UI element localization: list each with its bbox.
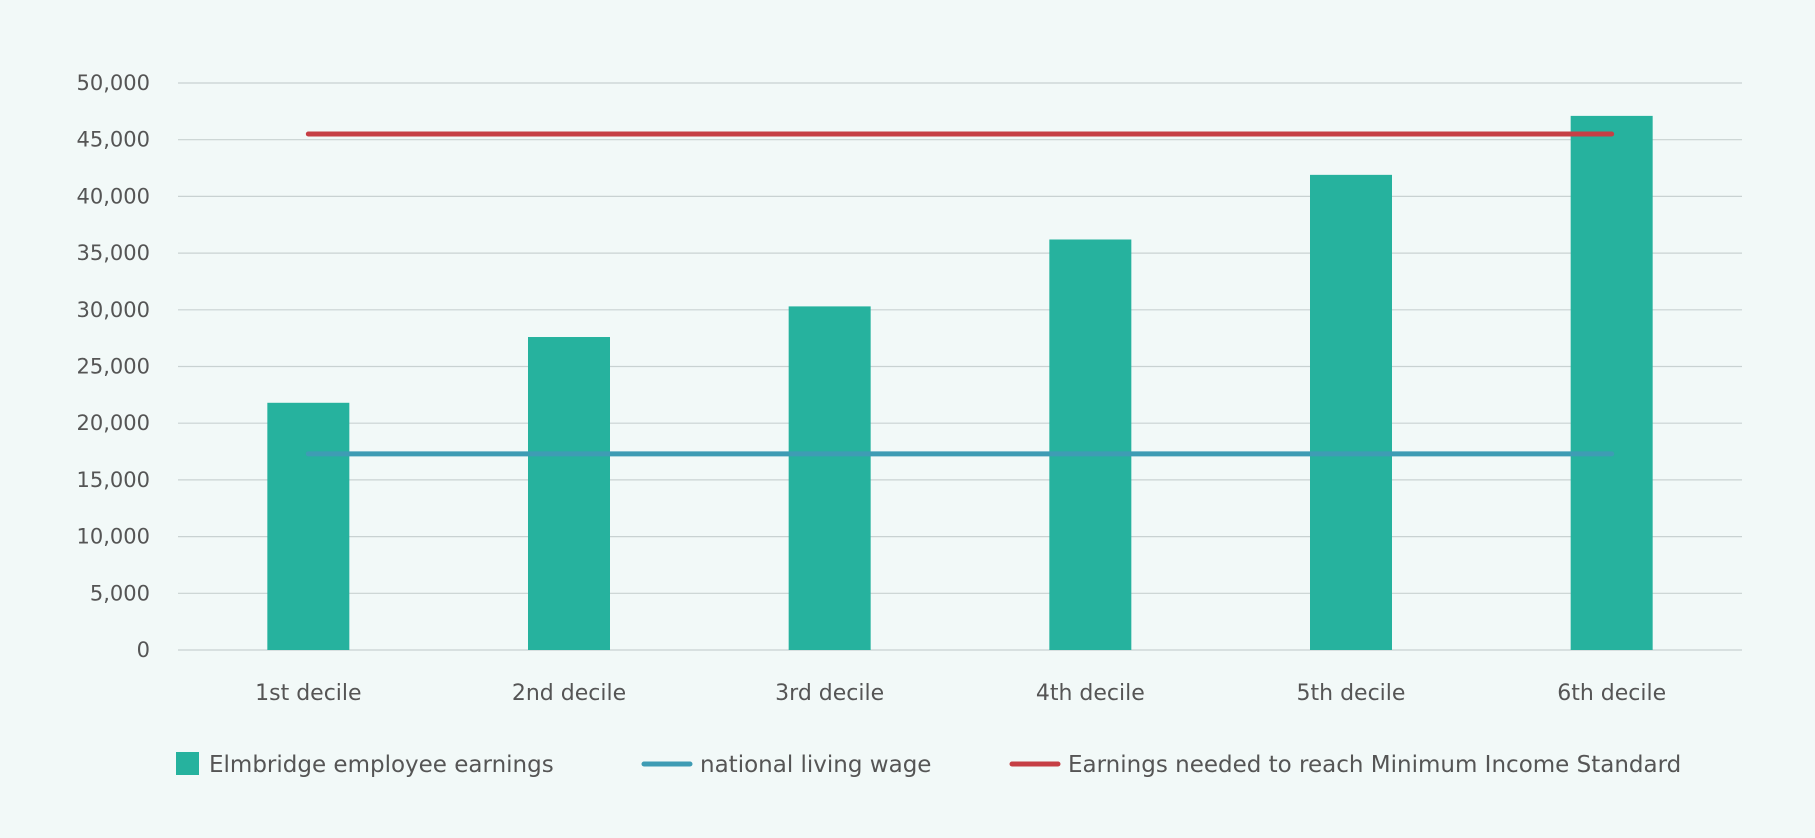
- y-tick-label: 5,000: [90, 581, 150, 605]
- y-tick-label: 15,000: [77, 468, 150, 492]
- line-series: [305, 131, 1615, 457]
- bar-1: [267, 402, 350, 650]
- x-tick-label: 2nd decile: [512, 681, 626, 706]
- bar-6: [1570, 115, 1653, 651]
- y-tick-label: 40,000: [77, 184, 150, 208]
- y-tick-label: 45,000: [77, 128, 150, 152]
- x-tick-label: 4th decile: [1036, 681, 1145, 706]
- bar-2: [528, 337, 610, 650]
- x-tick-label: 5th decile: [1297, 681, 1406, 706]
- y-tick-label: 0: [137, 638, 150, 662]
- bar-series: [267, 115, 1653, 651]
- x-axis-tick-labels: 1st decile 2nd decile 3rd decile 4th decile…: [255, 681, 1666, 706]
- y-tick-label: 20,000: [77, 411, 150, 435]
- bar-3: [788, 306, 871, 650]
- y-tick-label: 35,000: [77, 241, 150, 265]
- y-axis-tick-labels: 0 5,000 10,000 15,000 20,000 25,000 30,000 35,0…: [77, 71, 150, 662]
- legend-label: national living wage: [700, 752, 931, 778]
- y-tick-label: 10,000: [77, 525, 150, 549]
- legend-swatch-bar: [176, 752, 199, 775]
- y-tick-label: 30,000: [77, 298, 150, 322]
- legend: Elmbridge employee earnings national livi…: [176, 752, 1681, 778]
- x-tick-label: 3rd decile: [775, 681, 884, 706]
- y-tick-label: 25,000: [77, 355, 150, 379]
- legend-label: Earnings needed to reach Minimum Income …: [1068, 752, 1681, 778]
- x-tick-label: 1st decile: [255, 681, 361, 706]
- bar-5: [1310, 174, 1392, 650]
- bar-4: [1049, 239, 1132, 650]
- y-tick-label: 50,000: [77, 71, 150, 95]
- x-tick-label: 6th decile: [1557, 681, 1666, 706]
- legend-label: Elmbridge employee earnings: [209, 752, 554, 778]
- gridlines: [178, 82, 1742, 651]
